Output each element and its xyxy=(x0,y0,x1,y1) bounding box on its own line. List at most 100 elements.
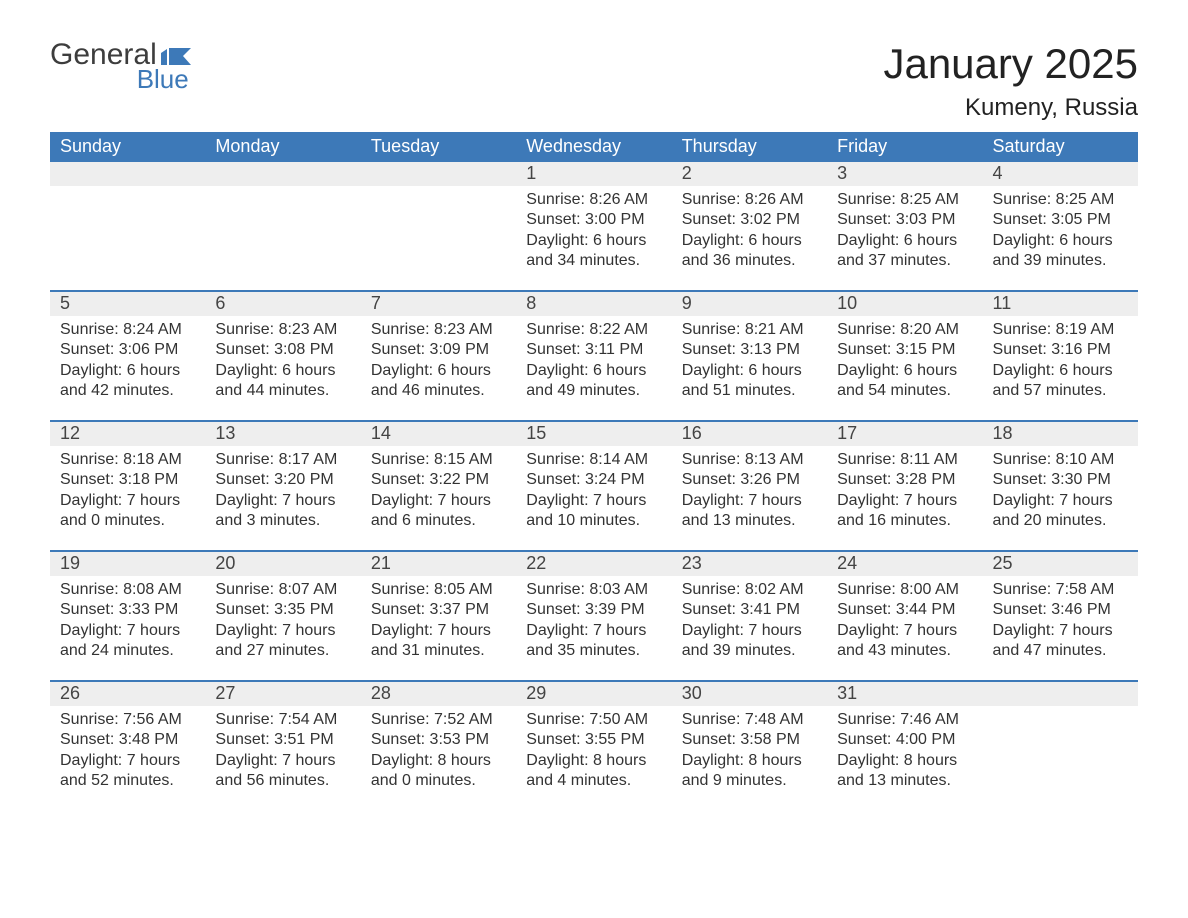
sunrise-text: Sunrise: 8:13 AM xyxy=(682,450,817,470)
day-number xyxy=(205,162,360,186)
day-body: Sunrise: 7:46 AMSunset: 4:00 PMDaylight:… xyxy=(827,706,982,792)
dow-tuesday: Tuesday xyxy=(361,132,516,162)
daylight-line2: and 13 minutes. xyxy=(837,771,972,791)
day-number xyxy=(983,682,1138,706)
day-number: 20 xyxy=(205,552,360,576)
day-cell: 6Sunrise: 8:23 AMSunset: 3:08 PMDaylight… xyxy=(205,292,360,420)
day-cell: 8Sunrise: 8:22 AMSunset: 3:11 PMDaylight… xyxy=(516,292,671,420)
daylight-line1: Daylight: 6 hours xyxy=(837,361,972,381)
daylight-line2: and 52 minutes. xyxy=(60,771,195,791)
day-cell xyxy=(50,162,205,290)
sunrise-text: Sunrise: 8:08 AM xyxy=(60,580,195,600)
daylight-line1: Daylight: 7 hours xyxy=(526,491,661,511)
daylight-line1: Daylight: 6 hours xyxy=(215,361,350,381)
sunrise-text: Sunrise: 7:46 AM xyxy=(837,710,972,730)
day-number: 26 xyxy=(50,682,205,706)
day-body: Sunrise: 7:48 AMSunset: 3:58 PMDaylight:… xyxy=(672,706,827,792)
daylight-line1: Daylight: 7 hours xyxy=(215,621,350,641)
daylight-line1: Daylight: 7 hours xyxy=(682,491,817,511)
sunrise-text: Sunrise: 7:54 AM xyxy=(215,710,350,730)
day-number: 9 xyxy=(672,292,827,316)
day-body: Sunrise: 7:52 AMSunset: 3:53 PMDaylight:… xyxy=(361,706,516,792)
day-body: Sunrise: 7:54 AMSunset: 3:51 PMDaylight:… xyxy=(205,706,360,792)
sunrise-text: Sunrise: 7:50 AM xyxy=(526,710,661,730)
sunset-text: Sunset: 4:00 PM xyxy=(837,730,972,750)
day-number: 10 xyxy=(827,292,982,316)
day-cell: 12Sunrise: 8:18 AMSunset: 3:18 PMDayligh… xyxy=(50,422,205,550)
calendar: Sunday Monday Tuesday Wednesday Thursday… xyxy=(50,132,1138,810)
dow-monday: Monday xyxy=(205,132,360,162)
daylight-line2: and 56 minutes. xyxy=(215,771,350,791)
daylight-line2: and 6 minutes. xyxy=(371,511,506,531)
sunset-text: Sunset: 3:30 PM xyxy=(993,470,1128,490)
daylight-line1: Daylight: 6 hours xyxy=(60,361,195,381)
daylight-line2: and 9 minutes. xyxy=(682,771,817,791)
daylight-line1: Daylight: 6 hours xyxy=(682,231,817,251)
daylight-line1: Daylight: 7 hours xyxy=(60,491,195,511)
day-number: 7 xyxy=(361,292,516,316)
daylight-line1: Daylight: 7 hours xyxy=(371,491,506,511)
day-body: Sunrise: 7:50 AMSunset: 3:55 PMDaylight:… xyxy=(516,706,671,792)
title-block: January 2025 Kumeny, Russia xyxy=(883,40,1138,122)
daylight-line1: Daylight: 7 hours xyxy=(60,751,195,771)
sunset-text: Sunset: 3:44 PM xyxy=(837,600,972,620)
day-body: Sunrise: 7:56 AMSunset: 3:48 PMDaylight:… xyxy=(50,706,205,792)
sunset-text: Sunset: 3:53 PM xyxy=(371,730,506,750)
sunrise-text: Sunrise: 7:56 AM xyxy=(60,710,195,730)
day-cell: 13Sunrise: 8:17 AMSunset: 3:20 PMDayligh… xyxy=(205,422,360,550)
daylight-line1: Daylight: 7 hours xyxy=(215,491,350,511)
day-body: Sunrise: 8:25 AMSunset: 3:03 PMDaylight:… xyxy=(827,186,982,272)
day-cell: 20Sunrise: 8:07 AMSunset: 3:35 PMDayligh… xyxy=(205,552,360,680)
sunrise-text: Sunrise: 8:24 AM xyxy=(60,320,195,340)
sunset-text: Sunset: 3:39 PM xyxy=(526,600,661,620)
day-body: Sunrise: 8:23 AMSunset: 3:08 PMDaylight:… xyxy=(205,316,360,402)
sunrise-text: Sunrise: 8:17 AM xyxy=(215,450,350,470)
daylight-line2: and 39 minutes. xyxy=(993,251,1128,271)
day-cell: 26Sunrise: 7:56 AMSunset: 3:48 PMDayligh… xyxy=(50,682,205,810)
day-cell xyxy=(205,162,360,290)
daylight-line1: Daylight: 8 hours xyxy=(682,751,817,771)
day-body: Sunrise: 8:02 AMSunset: 3:41 PMDaylight:… xyxy=(672,576,827,662)
day-cell: 2Sunrise: 8:26 AMSunset: 3:02 PMDaylight… xyxy=(672,162,827,290)
sunrise-text: Sunrise: 7:52 AM xyxy=(371,710,506,730)
day-number: 31 xyxy=(827,682,982,706)
sunset-text: Sunset: 3:13 PM xyxy=(682,340,817,360)
day-cell: 4Sunrise: 8:25 AMSunset: 3:05 PMDaylight… xyxy=(983,162,1138,290)
day-number: 2 xyxy=(672,162,827,186)
header: General Blue January 2025 Kumeny, Russia xyxy=(50,40,1138,122)
day-number: 24 xyxy=(827,552,982,576)
day-number: 5 xyxy=(50,292,205,316)
daylight-line1: Daylight: 7 hours xyxy=(837,491,972,511)
sunset-text: Sunset: 3:06 PM xyxy=(60,340,195,360)
day-body: Sunrise: 8:03 AMSunset: 3:39 PMDaylight:… xyxy=(516,576,671,662)
daylight-line1: Daylight: 6 hours xyxy=(526,231,661,251)
location-label: Kumeny, Russia xyxy=(883,94,1138,122)
daylight-line1: Daylight: 7 hours xyxy=(215,751,350,771)
sunset-text: Sunset: 3:24 PM xyxy=(526,470,661,490)
day-cell: 5 Sunrise: 8:24 AMSunset: 3:06 PMDaylight… xyxy=(50,292,205,420)
sunrise-text: Sunrise: 8:25 AM xyxy=(837,190,972,210)
day-number: 4 xyxy=(983,162,1138,186)
day-body: Sunrise: 7:58 AMSunset: 3:46 PMDaylight:… xyxy=(983,576,1138,662)
daylight-line1: Daylight: 7 hours xyxy=(993,621,1128,641)
day-body: Sunrise: 8:20 AMSunset: 3:15 PMDaylight:… xyxy=(827,316,982,402)
sunrise-text: Sunrise: 8:10 AM xyxy=(993,450,1128,470)
day-body: Sunrise: 8:21 AMSunset: 3:13 PMDaylight:… xyxy=(672,316,827,402)
dow-thursday: Thursday xyxy=(672,132,827,162)
sunset-text: Sunset: 3:08 PM xyxy=(215,340,350,360)
day-number: 25 xyxy=(983,552,1138,576)
day-cell: 11Sunrise: 8:19 AMSunset: 3:16 PMDayligh… xyxy=(983,292,1138,420)
daylight-line1: Daylight: 6 hours xyxy=(837,231,972,251)
weeks-container: 1Sunrise: 8:26 AMSunset: 3:00 PMDaylight… xyxy=(50,162,1138,810)
daylight-line2: and 39 minutes. xyxy=(682,641,817,661)
day-body: Sunrise: 8:05 AMSunset: 3:37 PMDaylight:… xyxy=(361,576,516,662)
sunrise-text: Sunrise: 8:26 AM xyxy=(682,190,817,210)
sunset-text: Sunset: 3:00 PM xyxy=(526,210,661,230)
daylight-line1: Daylight: 8 hours xyxy=(371,751,506,771)
sunset-text: Sunset: 3:16 PM xyxy=(993,340,1128,360)
daylight-line2: and 51 minutes. xyxy=(682,381,817,401)
sunrise-text: Sunrise: 8:26 AM xyxy=(526,190,661,210)
day-number: 12 xyxy=(50,422,205,446)
day-cell xyxy=(983,682,1138,810)
sunrise-text: Sunrise: 7:58 AM xyxy=(993,580,1128,600)
